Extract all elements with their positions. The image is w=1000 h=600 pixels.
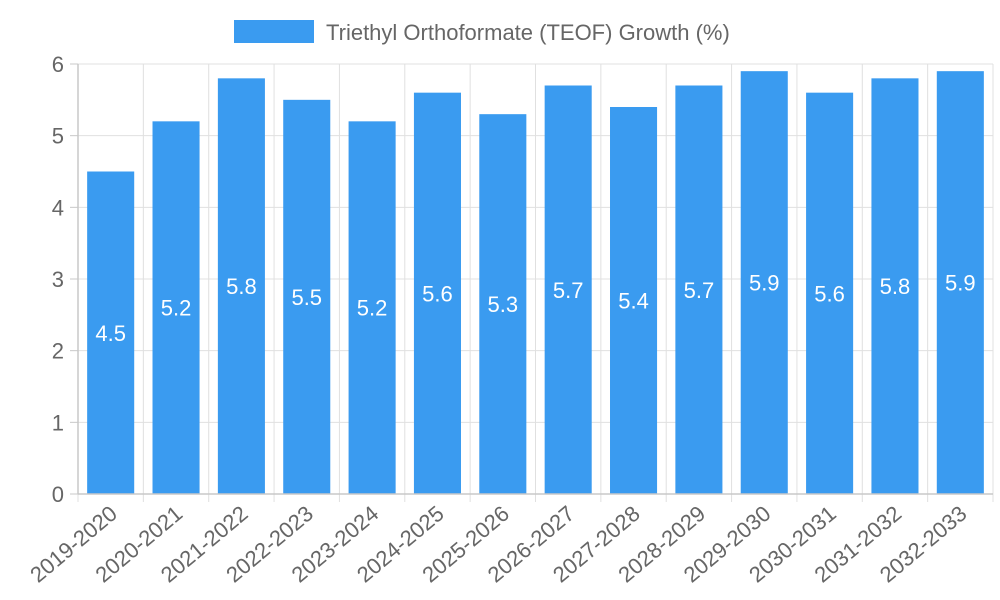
grid: [77, 63, 994, 502]
bar-value-label: 5.5: [291, 285, 322, 310]
y-tick-label: 0: [52, 482, 64, 507]
bar[interactable]: [675, 85, 723, 495]
bar[interactable]: [871, 78, 919, 494]
y-tick-label: 3: [52, 267, 64, 292]
bar[interactable]: [610, 107, 658, 494]
y-tick-label: 4: [52, 195, 64, 220]
y-tick-label: 2: [52, 339, 64, 364]
bar[interactable]: [544, 85, 592, 495]
bar[interactable]: [217, 78, 265, 494]
bar-value-label: 5.7: [684, 278, 715, 303]
x-axis: 2019-20202020-20212021-20222022-20232023…: [25, 493, 993, 587]
y-tick-label: 1: [52, 410, 64, 435]
bar-value-label: 5.4: [618, 289, 649, 314]
y-axis: 0 1 2 3 4 5 6: [52, 52, 79, 507]
y-tick-label: 5: [52, 124, 64, 149]
bars: 4.5 5.2 5.8 5.5 5.2 5.6 5.3 5.7 5.4 5.7 5.9 5.6 5.8 5…: [87, 71, 984, 495]
bar-value-label: 5.8: [226, 274, 257, 299]
bar-value-label: 5.6: [422, 281, 453, 306]
bar[interactable]: [283, 99, 331, 494]
bar[interactable]: [479, 114, 527, 495]
bar[interactable]: [152, 121, 200, 494]
bar-value-label: 4.5: [95, 321, 126, 346]
bar[interactable]: [348, 121, 396, 494]
bar[interactable]: [740, 71, 788, 495]
y-tick-label: 6: [52, 52, 64, 77]
legend-swatch: [234, 20, 314, 43]
bar-value-label: 5.9: [945, 271, 976, 296]
bar-value-label: 5.2: [161, 296, 192, 321]
bar[interactable]: [806, 92, 854, 495]
bar[interactable]: [413, 92, 461, 495]
legend[interactable]: Triethyl Orthoformate (TEOF) Growth (%): [234, 20, 730, 45]
bar[interactable]: [936, 71, 984, 495]
bar-value-label: 5.3: [488, 292, 519, 317]
bar-value-label: 5.7: [553, 278, 584, 303]
legend-label: Triethyl Orthoformate (TEOF) Growth (%): [326, 20, 730, 45]
bar[interactable]: [87, 171, 135, 495]
bar-value-label: 5.9: [749, 271, 780, 296]
bar-value-label: 5.2: [357, 296, 388, 321]
bar-value-label: 5.6: [814, 281, 845, 306]
bar-value-label: 5.8: [880, 274, 911, 299]
